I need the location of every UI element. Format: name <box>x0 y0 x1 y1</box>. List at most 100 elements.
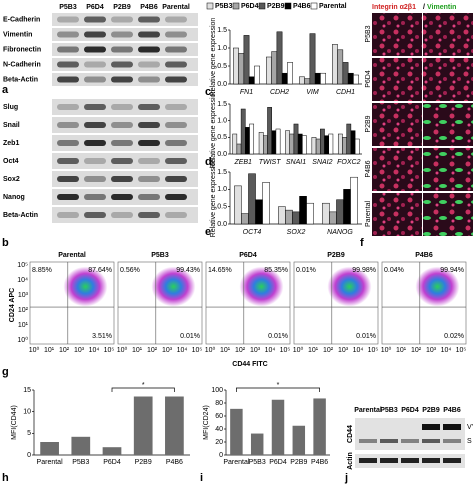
blot-band <box>165 122 187 128</box>
bar <box>267 107 272 155</box>
blot-band <box>84 122 106 128</box>
if-row-label: P5B3 <box>365 25 372 42</box>
lane-label: P5B3 <box>59 4 77 11</box>
blot-band <box>165 176 187 182</box>
flow-x-tick: 10⁵ <box>104 347 115 354</box>
legend-swatch <box>258 2 266 10</box>
x-tick-label: FOXC2 <box>337 159 360 166</box>
bar <box>271 51 278 85</box>
quadrant-value: 87.64% <box>88 267 112 274</box>
bar <box>238 53 245 85</box>
blot-band <box>111 16 133 23</box>
if-image <box>372 193 422 236</box>
if-image <box>372 58 422 101</box>
bar <box>313 398 326 455</box>
flow-x-tick: 10⁰ <box>381 346 392 354</box>
bar <box>329 211 337 225</box>
y-tick-label: 0.5 <box>217 204 227 211</box>
blot-band <box>57 212 79 218</box>
blot-band <box>165 194 187 200</box>
bar <box>299 196 307 225</box>
blot-row-label: Sox2 <box>3 176 20 183</box>
blot-band <box>57 61 79 68</box>
bar <box>232 133 238 155</box>
blot-band <box>422 424 440 430</box>
flow-y-tick: 10² <box>18 307 29 314</box>
blot-band <box>57 104 79 110</box>
flow-y-tick: 10³ <box>18 292 29 299</box>
bar <box>320 72 326 85</box>
blot-row-label: CD44 <box>347 425 354 443</box>
blot-band <box>111 122 133 128</box>
blot-band <box>165 16 187 23</box>
flow-ylabel: CD24 APC <box>9 288 16 322</box>
blot-band <box>165 104 187 110</box>
y-tick-label: 1.0 <box>217 186 227 193</box>
blot-row-label: Beta-Actin <box>3 76 38 83</box>
flow-title: P5B3 <box>151 252 169 259</box>
blot-band <box>380 458 398 463</box>
flow-cloud <box>327 266 372 307</box>
blot-row-label: Fibronectin <box>3 46 41 53</box>
if-image <box>423 193 473 236</box>
bar <box>276 31 283 85</box>
flow-x-tick: 10⁴ <box>89 347 100 354</box>
bar <box>289 133 295 155</box>
flow-x-tick: 10⁴ <box>353 347 364 354</box>
bar <box>299 76 305 85</box>
y-tick-label: 0.0 <box>217 81 227 88</box>
bar <box>347 72 354 85</box>
lane-label: Parental <box>162 4 190 11</box>
y-axis-label: Relative gene expression <box>210 159 217 238</box>
bar <box>350 176 358 225</box>
y-tick-label: 10 <box>23 409 31 416</box>
significance-mark: * <box>142 382 145 389</box>
y-axis-label: MFI(CD44) <box>11 405 18 440</box>
flow-x-tick: 10² <box>59 347 70 354</box>
panel-letter: b <box>2 237 9 249</box>
bar <box>337 49 344 85</box>
flow-y-tick: 10⁵ <box>17 262 28 269</box>
bar <box>350 130 356 155</box>
if-row-label: P4B6 <box>365 160 372 177</box>
blot-band <box>84 46 106 53</box>
legend-swatch <box>232 2 240 10</box>
blot-band <box>359 458 377 463</box>
flow-title: P6D4 <box>239 252 257 259</box>
blot-band <box>165 212 187 218</box>
legend-swatch <box>206 2 214 10</box>
blot-strip <box>52 207 198 223</box>
if-title-green: Vimentin <box>427 4 456 11</box>
if-image <box>372 148 422 191</box>
bar <box>302 135 307 155</box>
flow-x-tick: 10⁰ <box>205 346 216 354</box>
blot-band <box>138 61 160 68</box>
blot-band <box>57 140 79 146</box>
blot-band <box>84 16 106 23</box>
y-tick-label: 1.5 <box>217 27 227 34</box>
lane-label: P6D4 <box>401 407 419 414</box>
blot-band <box>138 76 160 83</box>
panel-letter: f <box>360 237 364 249</box>
band-mark: V' <box>467 424 473 431</box>
y-tick-label: 0 <box>219 452 223 459</box>
blot-band <box>84 176 106 182</box>
blot-band <box>57 176 79 182</box>
x-tick-label: VIM <box>306 89 319 96</box>
legend-label: P2B9 <box>267 3 285 10</box>
flow-x-tick: 10⁵ <box>368 347 379 354</box>
if-image <box>423 148 473 191</box>
flow-x-tick: 10² <box>411 347 422 354</box>
bar <box>266 56 272 85</box>
panel-letter: h <box>2 472 9 484</box>
panel-letter: g <box>2 366 9 378</box>
x-tick-label: CDH1 <box>336 89 355 96</box>
blot-strip <box>52 13 198 26</box>
blot-band <box>138 104 160 110</box>
bar <box>343 189 351 225</box>
blot-band <box>111 212 133 218</box>
quadrant-value: 8.85% <box>32 267 52 274</box>
bar <box>322 202 330 225</box>
flow-x-tick: 10⁴ <box>265 347 276 354</box>
